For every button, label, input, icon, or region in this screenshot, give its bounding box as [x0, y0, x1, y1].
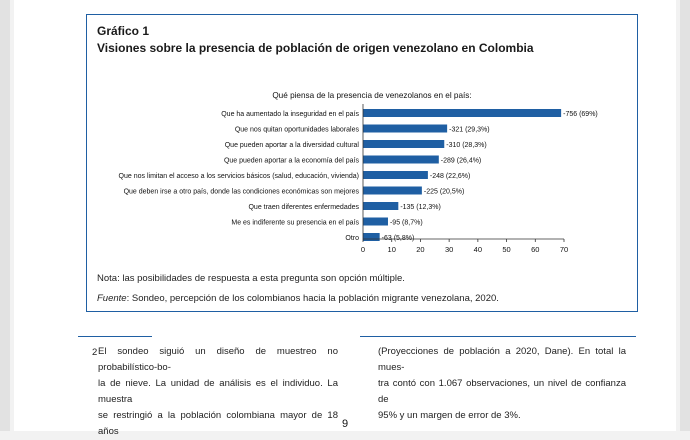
x-tick-label: 20	[416, 245, 424, 254]
page-edge-right	[680, 0, 690, 431]
left-column-rule	[78, 336, 152, 337]
bar	[363, 155, 439, 164]
x-tick-label: 40	[474, 245, 482, 254]
bar	[363, 217, 388, 226]
x-tick-label: 50	[502, 245, 510, 254]
footnote-left-line: El sondeo siguió un diseño de muestreo n…	[98, 346, 338, 373]
bar	[363, 109, 562, 117]
data-label: -225 (20,5%)	[424, 189, 464, 196]
data-label: -63 (5,8%)	[382, 235, 415, 242]
footnote-right-line: (Proyecciones de población a 2020, Dane)…	[378, 346, 626, 373]
footnote-right-line: 95% y un margen de error de 3%.	[378, 410, 521, 421]
data-label: -756 (69%)	[563, 111, 598, 118]
category-label: Que nos limitan el acceso a los servicio…	[119, 173, 359, 180]
bar	[363, 186, 422, 195]
chart-title: Qué piensa de la presencia de venezolano…	[272, 91, 471, 100]
category-label: Que pueden aportar a la diversidad cultu…	[225, 142, 360, 149]
footnote-right-column: (Proyecciones de población a 2020, Dane)…	[378, 344, 626, 424]
bar	[363, 171, 428, 179]
footnote-number: 2	[92, 347, 98, 358]
right-column-rule	[360, 336, 636, 337]
figure-source: Fuente: Sondeo, percepción de los colomb…	[97, 293, 499, 304]
figure-number: Gráfico 1	[97, 24, 150, 38]
document-page: Gráfico 1 Visiones sobre la presencia de…	[14, 0, 676, 437]
category-label: Que deben irse a otro país, donde las co…	[124, 189, 360, 196]
data-label: -248 (22,6%)	[430, 173, 470, 180]
source-label: Fuente	[97, 293, 127, 304]
category-label: Que nos quitan oportunidades laborales	[235, 127, 360, 134]
figure-box: Gráfico 1 Visiones sobre la presencia de…	[86, 14, 638, 312]
category-label: Me es indiferente su presencia en el paí…	[231, 220, 359, 227]
footnote-right-line: tra contó con 1.067 observaciones, un ni…	[378, 378, 626, 405]
bar	[363, 124, 448, 133]
category-label: Que pueden aportar a la economía del paí…	[224, 158, 360, 165]
category-label: Otro	[345, 235, 359, 242]
page-number: 9	[341, 418, 349, 430]
x-tick-label: 30	[445, 245, 453, 254]
data-label: -321 (29,3%)	[449, 127, 489, 134]
figure-note: Nota: las posibilidades de respuesta a e…	[97, 273, 405, 284]
footnote-left-line: la de nieve. La unidad de análisis es el…	[98, 378, 338, 405]
source-text: : Sondeo, percepción de los colombianos …	[126, 293, 499, 304]
data-label: -135 (12,3%)	[400, 204, 440, 211]
x-tick-label: 10	[388, 245, 396, 254]
data-label: -310 (28,3%)	[446, 142, 486, 149]
page-edge-left	[0, 0, 10, 431]
bar	[363, 140, 445, 148]
bar	[363, 233, 380, 241]
data-label: -95 (8,7%)	[390, 220, 423, 227]
category-label: Que traen diferentes enfermedades	[248, 204, 359, 211]
x-tick-label: 60	[531, 245, 539, 254]
bar-chart: Qué piensa de la presencia de venezolano…	[119, 91, 598, 254]
data-label: -289 (26,4%)	[441, 158, 481, 165]
category-label: Que ha aumentado la inseguridad en el pa…	[221, 111, 359, 118]
figure-title: Visiones sobre la presencia de población…	[97, 41, 534, 55]
bar	[363, 202, 399, 210]
x-tick-label: 0	[361, 245, 365, 254]
x-tick-label: 70	[560, 245, 568, 254]
